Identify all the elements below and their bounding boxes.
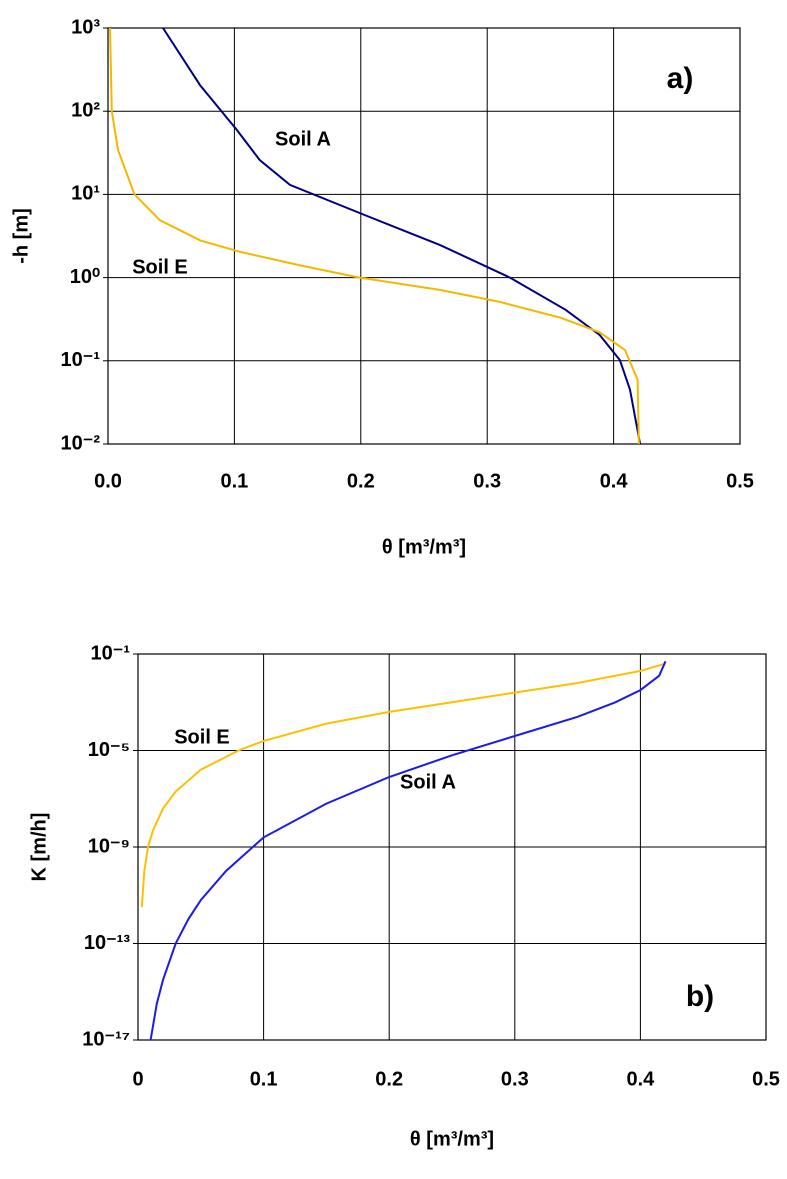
x-tick-label: 0.4 bbox=[600, 470, 629, 492]
panel-label: b) bbox=[686, 980, 714, 1013]
x-axis-title: θ [m³/m³] bbox=[410, 1128, 494, 1150]
x-tick-label: 0.1 bbox=[220, 470, 248, 492]
series-label: Soil A bbox=[275, 128, 331, 150]
series-label: Soil E bbox=[174, 726, 230, 748]
y-tick-label: 10¹ bbox=[71, 183, 100, 205]
x-tick-label: 0.3 bbox=[473, 470, 501, 492]
data-line bbox=[149, 660, 667, 1041]
data-line bbox=[109, 27, 640, 445]
y-axis-title: -h [m] bbox=[10, 208, 32, 264]
x-tick-label: 0.2 bbox=[375, 1068, 403, 1090]
y-tick-label: 10⁻² bbox=[61, 432, 101, 454]
panel-label: a) bbox=[667, 62, 694, 95]
plot-frame bbox=[137, 653, 767, 1041]
x-tick-label: 0.0 bbox=[94, 470, 122, 492]
y-tick-label: 10² bbox=[71, 99, 100, 121]
series-label: Soil A bbox=[400, 771, 456, 793]
x-tick-label: 0.5 bbox=[752, 1068, 780, 1090]
x-tick-label: 0.4 bbox=[626, 1068, 655, 1090]
plot-frame bbox=[107, 27, 741, 445]
y-tick-label: 10⁻¹ bbox=[91, 642, 131, 664]
y-axis-title: K [m/h] bbox=[28, 813, 50, 882]
x-tick-label: 0.2 bbox=[347, 470, 375, 492]
x-tick-label: 0.5 bbox=[726, 470, 754, 492]
y-tick-label: 10⁻⁵ bbox=[88, 739, 130, 761]
series-label: Soil E bbox=[132, 256, 188, 278]
data-line bbox=[162, 27, 642, 445]
y-tick-label: 10⁻⁹ bbox=[88, 835, 130, 857]
y-tick-label: 10⁰ bbox=[70, 266, 100, 288]
x-tick-label: 0.3 bbox=[501, 1068, 529, 1090]
x-axis-title: θ [m³/m³] bbox=[382, 536, 466, 558]
x-tick-label: 0 bbox=[132, 1068, 143, 1090]
y-tick-label: 10⁻¹ bbox=[61, 349, 101, 371]
y-tick-label: 10⁻¹³ bbox=[84, 932, 130, 954]
y-tick-label: 10³ bbox=[71, 16, 100, 38]
data-line bbox=[140, 662, 666, 908]
y-tick-label: 10⁻¹⁷ bbox=[82, 1028, 130, 1050]
x-tick-label: 0.1 bbox=[250, 1068, 278, 1090]
